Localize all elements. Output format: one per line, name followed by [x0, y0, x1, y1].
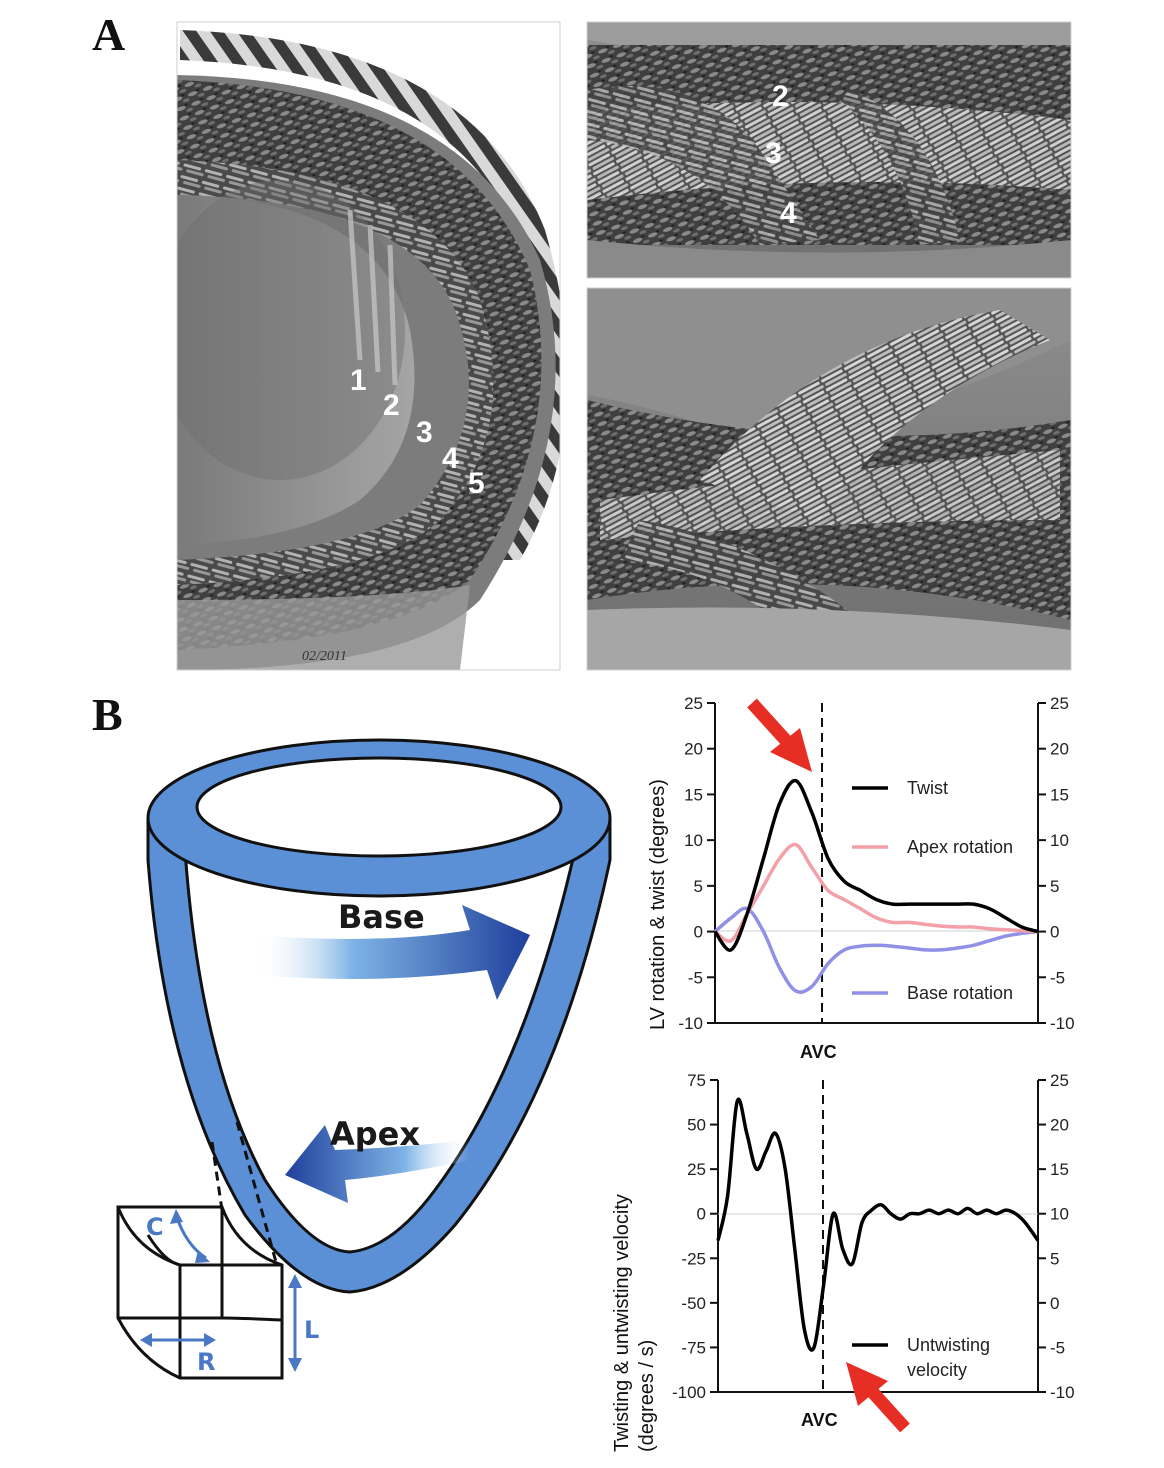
- c2-right-tick-label: 15: [1050, 1160, 1069, 1179]
- c1-series: [713, 778, 1039, 994]
- c1-right-tick-label: 25: [1050, 694, 1069, 713]
- c2-right-tick-label: 20: [1050, 1116, 1069, 1135]
- layer-number-2: 2: [383, 389, 400, 422]
- circumferential-label: C: [146, 1213, 164, 1241]
- layer-number-1: 1: [350, 364, 367, 397]
- c2-left-tick-label: 75: [687, 1071, 706, 1090]
- layer-number-5: 5: [468, 467, 485, 500]
- layer-number-top-2: 2: [772, 80, 789, 113]
- c2-left-tick-label: 25: [687, 1160, 706, 1179]
- apex-label: Apex: [330, 1115, 420, 1153]
- c2-right-tick-label: 10: [1050, 1205, 1069, 1224]
- c1-right-tick-label: -5: [1050, 968, 1065, 987]
- c1-right-tick-label: 5: [1050, 877, 1059, 896]
- c1-y-axis-title: LV rotation & twist (degrees): [647, 779, 669, 1030]
- c2-left-tick-label: -25: [681, 1249, 706, 1268]
- c2-left-tick-label: -100: [672, 1383, 706, 1402]
- c1-legend-twist: Twist: [907, 778, 948, 798]
- c1-right-axis-ticks: -10 -5 0 5 10 15 20 25: [1038, 694, 1075, 1033]
- c2-right-tick-label: 5: [1050, 1249, 1059, 1268]
- c2-y-axis-title: Twisting & untwisting velocity (degrees …: [611, 1189, 658, 1452]
- c2-left-tick-label: -75: [681, 1338, 706, 1357]
- radial-label: R: [197, 1348, 215, 1376]
- layer-number-top-4: 4: [780, 197, 797, 230]
- c1-left-tick-label: 5: [694, 877, 703, 896]
- c2-right-axis-ticks: -10 -5 0 5 10 15 20 25: [1038, 1071, 1075, 1402]
- fiber-closeup-top: [587, 22, 1071, 278]
- c2-left-tick-label: 50: [687, 1116, 706, 1135]
- c1-peak-arrow: [747, 698, 812, 772]
- c2-left-tick-label: -50: [681, 1294, 706, 1313]
- projection-line-right: [235, 1121, 278, 1263]
- panel-a-label: A: [92, 9, 125, 60]
- lv-rotation-twist-chart: -10 -5 0 5 10 15 20 25 -10 -5 0 5 10 15 20 25 AVC LV r…: [647, 694, 1075, 1062]
- c2-left-tick-label: 0: [697, 1205, 706, 1224]
- c2-avc-label: AVC: [801, 1410, 838, 1430]
- layer-numbers-top-right: 2 3 4: [765, 80, 797, 230]
- c2-y-axis-title-line2: (degrees / s): [636, 1340, 658, 1452]
- c2-legend-untwisting: Untwisting velocity: [907, 1335, 995, 1380]
- layer-numbers-main: 1 2 3 4 5: [350, 364, 485, 500]
- c1-right-tick-label: 10: [1050, 831, 1069, 850]
- c1-right-tick-label: 20: [1050, 740, 1069, 759]
- c1-left-tick-label: 25: [684, 694, 703, 713]
- c1-legend-base: Base rotation: [907, 983, 1013, 1003]
- c1-left-tick-label: 15: [684, 785, 703, 804]
- c1-legend-apex: Apex rotation: [907, 837, 1013, 857]
- c1-avc-label: AVC: [800, 1042, 837, 1062]
- c2-series-untwisting-velocity: [716, 1097, 1040, 1352]
- projection-line-left: [210, 1141, 224, 1211]
- c2-legend-line1: Untwisting: [907, 1335, 990, 1355]
- c2-left-axis-ticks: -100 -75 -50 -25 0 25 50 75: [672, 1071, 718, 1402]
- artist-signature: 02/2011: [302, 649, 347, 664]
- tissue-cube: [116, 1205, 284, 1380]
- c1-right-tick-label: 15: [1050, 785, 1069, 804]
- c2-trough-arrow: [846, 1362, 910, 1433]
- c1-series-base-rotation: [713, 906, 1039, 994]
- c2-y-axis-title-line1: Twisting & untwisting velocity: [611, 1194, 633, 1452]
- c1-left-tick-label: -10: [678, 1014, 703, 1033]
- c1-left-tick-label: 10: [684, 831, 703, 850]
- c1-series-apex-rotation: [713, 842, 1039, 943]
- c1-left-tick-label: 20: [684, 740, 703, 759]
- c2-right-tick-label: -5: [1050, 1338, 1065, 1357]
- fiber-closeup-bottom: [587, 288, 1071, 670]
- layer-number-top-3: 3: [765, 137, 782, 170]
- base-label: Base: [338, 898, 425, 936]
- heart-opening: [195, 756, 563, 858]
- c1-right-tick-label: 0: [1050, 923, 1059, 942]
- lv-heart-schematic: Base Apex C R: [116, 738, 612, 1380]
- cube-arrowheads: [140, 1209, 302, 1372]
- base-rotation-arrow: [255, 905, 530, 1000]
- longitudinal-label: L: [304, 1316, 319, 1344]
- c2-right-tick-label: 0: [1050, 1294, 1059, 1313]
- c1-right-tick-label: -10: [1050, 1014, 1075, 1033]
- myocardial-ring-illustration: [177, 22, 560, 670]
- c1-left-tick-label: 0: [694, 923, 703, 942]
- panel-b-label: B: [92, 689, 123, 740]
- c2-right-tick-label: -10: [1050, 1383, 1075, 1402]
- c1-left-axis-ticks: -10 -5 0 5 10 15 20 25: [678, 694, 715, 1033]
- c2-right-tick-label: 25: [1050, 1071, 1069, 1090]
- c2-legend-line2: velocity: [907, 1360, 967, 1380]
- layer-number-4: 4: [442, 442, 459, 475]
- c1-left-tick-label: -5: [688, 968, 703, 987]
- layer-number-3: 3: [416, 416, 433, 449]
- c1-series-twist: [713, 778, 1039, 952]
- c2-series: [716, 1097, 1040, 1352]
- apex-rotation-arrow: [285, 1125, 470, 1203]
